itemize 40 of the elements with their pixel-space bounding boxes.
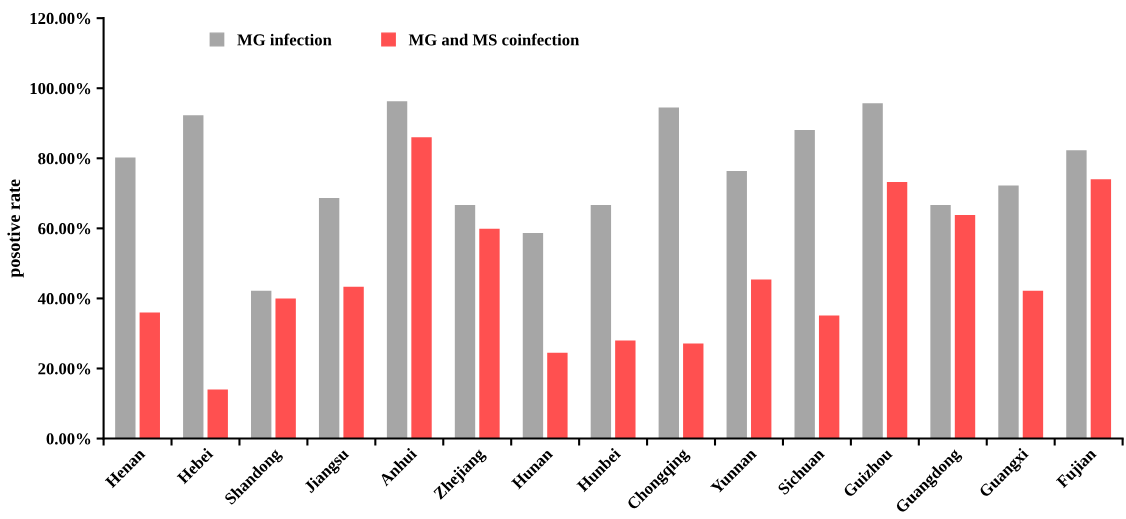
y-tick-label: 60.00% [38,223,91,235]
y-tick-label: 0.00% [46,433,91,445]
bar [479,228,500,439]
bar [658,107,679,439]
bar [751,279,772,439]
bar [1022,290,1044,439]
bar [522,232,544,439]
bar [139,312,160,439]
bar [862,103,883,439]
bar [318,197,340,439]
bar [954,215,976,439]
legend-label: MG infection [237,33,332,46]
bar [343,286,364,439]
bar [275,298,296,439]
bar [590,204,612,439]
bar [454,204,476,439]
bar [726,170,747,439]
bar [615,340,636,439]
bar [183,115,204,439]
bar [998,185,1019,439]
y-tick-label: 20.00% [38,363,91,375]
bar [411,137,432,439]
y-axis-title: posotive rate [7,179,24,278]
bar [1066,150,1087,439]
bar [1090,179,1112,439]
y-tick-label: 100.00% [30,82,91,95]
bar [818,315,840,439]
bar [115,157,136,439]
y-tick-label: 40.00% [37,293,91,305]
bar [547,352,568,439]
bar [794,129,815,439]
y-tick-label: 80.00% [38,152,91,165]
legend-label: MG and MS coinfection [408,33,580,46]
bar [207,389,228,439]
y-tick-label: 120.00% [30,12,91,25]
bar [251,290,272,439]
bar [886,182,908,439]
bar [683,343,704,439]
bar [930,204,951,439]
bar [386,101,408,439]
